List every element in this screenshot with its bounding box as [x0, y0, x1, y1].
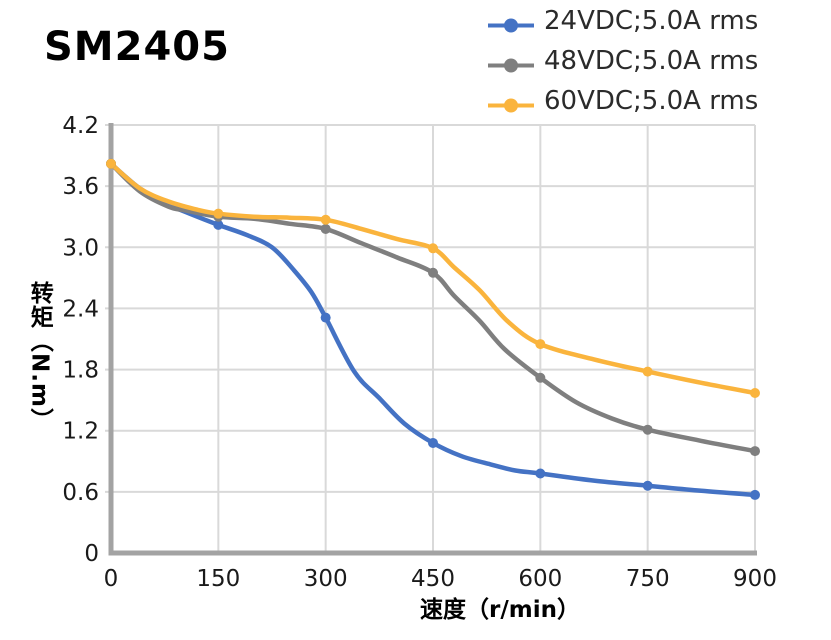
data-point-series-0	[428, 437, 438, 448]
legend-line-marker-icon	[488, 18, 534, 33]
x-tick-label: 750	[626, 566, 670, 592]
series-line-1	[108, 161, 758, 454]
x-tick-label: 0	[104, 566, 119, 592]
x-tick-label: 450	[411, 566, 455, 592]
series-line-0	[108, 161, 758, 498]
legend-item-48vdc: 48VDC;5.0A rms	[487, 44, 817, 77]
x-tick-label: 600	[518, 566, 562, 592]
data-point-series-1	[320, 223, 331, 234]
x-tick-label: 150	[196, 566, 240, 592]
legend-label: 60VDC;5.0A rms	[544, 85, 759, 116]
x-tick-label: 900	[733, 566, 777, 592]
chart-title: SM2405	[44, 24, 230, 70]
data-point-series-0	[213, 219, 224, 230]
legend-item-60vdc: 60VDC;5.0A rms	[487, 84, 817, 117]
x-tick-label: 300	[304, 566, 348, 592]
y-axis-title: 转矩（N.m）	[26, 281, 53, 432]
data-point-series-1	[428, 267, 438, 278]
y-tick-label: 1.8	[62, 358, 99, 384]
y-tick-label: 2.4	[62, 296, 99, 322]
y-tick-label: 3.6	[62, 174, 99, 200]
y-tick-label: 4.2	[62, 113, 99, 139]
y-tick-label: 3.0	[62, 235, 99, 261]
chart-legend: 24VDC;5.0A rms 48VDC;5.0A rms 60VDC;5.0A…	[487, 4, 817, 117]
data-point-series-1	[535, 372, 546, 383]
legend-line-marker-icon	[488, 58, 534, 73]
data-point-series-2	[428, 243, 438, 254]
data-point-series-1	[642, 424, 653, 435]
legend-item-24vdc: 24VDC;5.0A rms	[487, 4, 817, 37]
data-point-series-0	[320, 312, 331, 323]
data-point-series-0	[642, 480, 653, 491]
legend-line-marker-icon	[488, 98, 534, 113]
y-tick-label: 1.2	[62, 419, 99, 445]
data-point-series-2	[106, 158, 116, 169]
legend-label: 24VDC;5.0A rms	[544, 5, 759, 36]
series-line-2	[108, 161, 758, 396]
data-point-series-1	[750, 446, 760, 457]
x-axis-title: 速度（r/min）	[420, 597, 580, 623]
data-point-series-2	[750, 388, 760, 399]
data-point-series-2	[213, 208, 224, 219]
data-point-series-2	[535, 339, 546, 350]
data-point-series-0	[750, 489, 760, 500]
legend-label: 48VDC;5.0A rms	[544, 45, 759, 76]
data-point-series-0	[535, 468, 546, 479]
y-tick-label: 0	[84, 541, 99, 567]
data-point-series-2	[320, 214, 331, 225]
data-point-series-2	[642, 366, 653, 377]
y-tick-label: 0.6	[62, 480, 99, 506]
